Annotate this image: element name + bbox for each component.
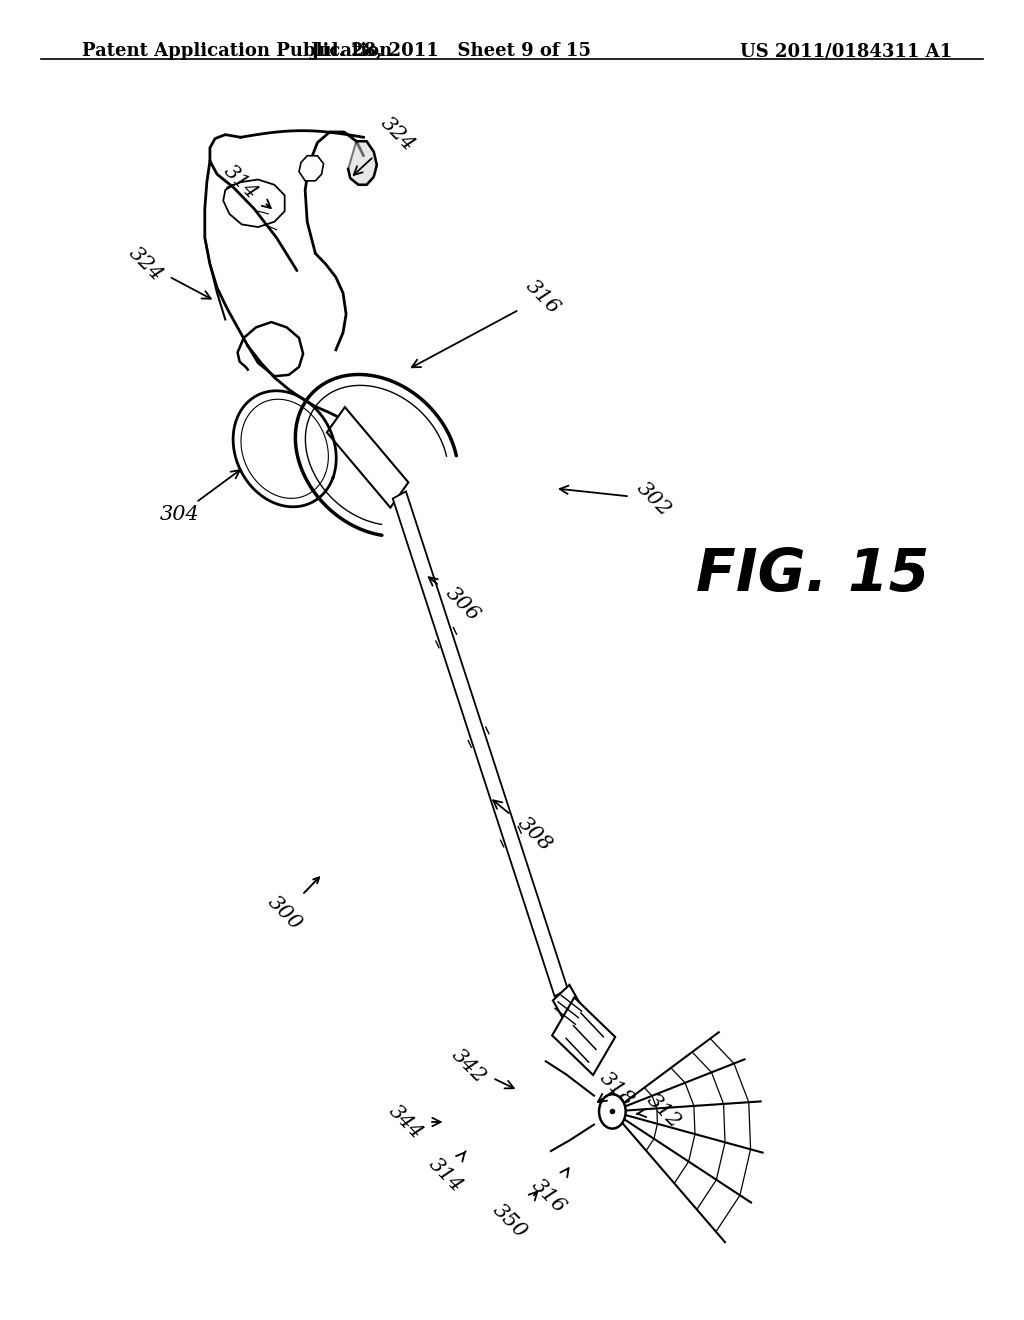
Text: 314: 314 bbox=[425, 1151, 466, 1196]
Text: 324: 324 bbox=[125, 243, 211, 298]
Text: 308: 308 bbox=[494, 800, 555, 855]
Text: 318: 318 bbox=[596, 1068, 637, 1110]
Text: Patent Application Publication: Patent Application Publication bbox=[82, 42, 392, 61]
Text: 342: 342 bbox=[449, 1045, 514, 1089]
Text: 316: 316 bbox=[528, 1168, 569, 1217]
Text: 312: 312 bbox=[637, 1090, 684, 1133]
Polygon shape bbox=[393, 491, 567, 997]
Text: 300: 300 bbox=[264, 892, 305, 935]
Polygon shape bbox=[348, 141, 377, 185]
Polygon shape bbox=[327, 407, 409, 508]
Polygon shape bbox=[552, 998, 615, 1074]
Text: 302: 302 bbox=[560, 478, 674, 520]
Text: 324: 324 bbox=[353, 114, 418, 176]
Text: 306: 306 bbox=[429, 577, 483, 626]
Circle shape bbox=[599, 1094, 626, 1129]
Text: Jul. 28, 2011   Sheet 9 of 15: Jul. 28, 2011 Sheet 9 of 15 bbox=[310, 42, 591, 61]
Text: 350: 350 bbox=[489, 1192, 538, 1242]
Text: FIG. 15: FIG. 15 bbox=[696, 545, 930, 603]
Text: 344: 344 bbox=[385, 1101, 440, 1143]
Text: US 2011/0184311 A1: US 2011/0184311 A1 bbox=[740, 42, 952, 61]
Polygon shape bbox=[553, 985, 594, 1044]
Text: 314: 314 bbox=[220, 161, 270, 209]
Polygon shape bbox=[299, 156, 324, 181]
Text: 316: 316 bbox=[412, 276, 563, 367]
Text: 304: 304 bbox=[160, 470, 240, 524]
